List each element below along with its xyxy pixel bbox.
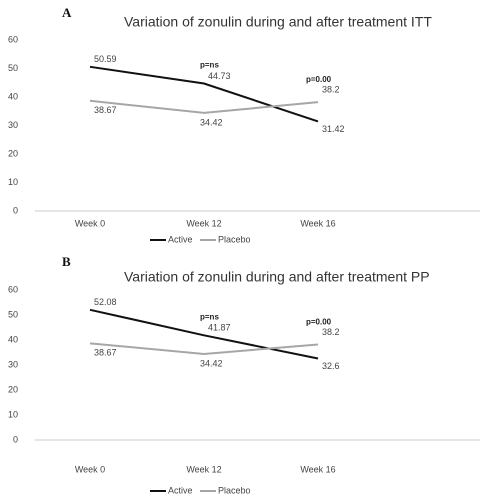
y-tick-label: 20 bbox=[8, 384, 18, 394]
y-tick-label: 30 bbox=[8, 120, 18, 130]
value-label: 38.2 bbox=[322, 85, 340, 95]
value-label: 41.87 bbox=[208, 323, 231, 333]
y-tick-label: 10 bbox=[8, 409, 18, 419]
value-label: 38.67 bbox=[94, 348, 117, 358]
x-tick-label: Week 12 bbox=[186, 464, 221, 474]
value-label: 34.42 bbox=[200, 358, 223, 368]
y-tick-label: 0 bbox=[13, 434, 18, 444]
value-label: 38.67 bbox=[94, 105, 117, 115]
value-label: 38.2 bbox=[322, 327, 340, 337]
legend-label: Placebo bbox=[218, 234, 251, 244]
x-tick-label: Week 0 bbox=[75, 464, 105, 474]
value-label: 34.42 bbox=[200, 117, 223, 127]
series-line bbox=[89, 65, 319, 123]
legend-label: Placebo bbox=[218, 485, 251, 495]
value-label: 50.59 bbox=[94, 54, 117, 64]
y-tick-label: 10 bbox=[8, 177, 18, 187]
y-tick-label: 40 bbox=[8, 91, 18, 101]
annotation: p=0.00 bbox=[306, 318, 332, 327]
chart-title: Variation of zonulin during and after tr… bbox=[124, 269, 430, 285]
annotation: p=ns bbox=[200, 312, 219, 321]
y-tick-label: 40 bbox=[8, 334, 18, 344]
legend-label: Active bbox=[168, 485, 193, 495]
chart-title: Variation of zonulin during and after tr… bbox=[124, 14, 432, 30]
y-tick-label: 0 bbox=[13, 205, 18, 215]
annotation: p=ns bbox=[200, 61, 219, 70]
y-tick-label: 20 bbox=[8, 148, 18, 158]
y-tick-label: 60 bbox=[8, 34, 18, 44]
value-label: 52.08 bbox=[94, 297, 117, 307]
y-tick-label: 60 bbox=[8, 284, 18, 294]
x-tick-label: Week 16 bbox=[300, 218, 335, 228]
value-label: 31.42 bbox=[322, 124, 345, 134]
series-line bbox=[89, 342, 319, 355]
y-tick-label: 30 bbox=[8, 359, 18, 369]
panel-label: B bbox=[62, 254, 71, 269]
x-tick-label: Week 12 bbox=[186, 218, 221, 228]
value-label: 44.73 bbox=[208, 71, 231, 81]
x-tick-label: Week 0 bbox=[75, 218, 105, 228]
value-label: 32.6 bbox=[322, 361, 340, 371]
panel-label: A bbox=[62, 5, 72, 20]
x-tick-label: Week 16 bbox=[300, 464, 335, 474]
series-line bbox=[89, 99, 319, 114]
annotation: p=0.00 bbox=[306, 75, 332, 84]
legend-label: Active bbox=[168, 234, 193, 244]
series-line bbox=[89, 308, 319, 360]
y-tick-label: 50 bbox=[8, 63, 18, 73]
y-tick-label: 50 bbox=[8, 309, 18, 319]
